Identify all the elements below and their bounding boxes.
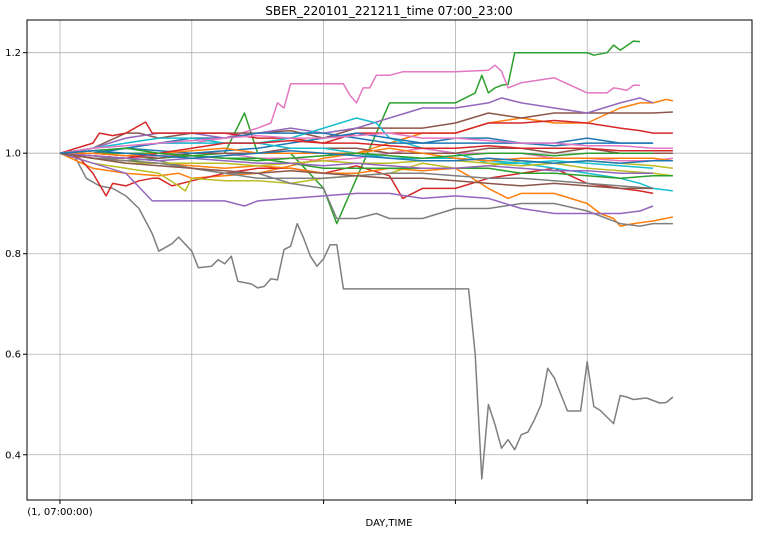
x-axis-label: DAY,TIME xyxy=(366,518,413,529)
series-line-11 xyxy=(59,152,673,227)
series-line-24 xyxy=(59,132,673,154)
grid xyxy=(27,20,752,500)
plot-frame xyxy=(26,19,753,501)
series-line-26 xyxy=(59,152,654,175)
series-line-27 xyxy=(59,152,654,190)
y-tick-label: 0.8 xyxy=(5,249,21,260)
y-tick-label: 1.0 xyxy=(5,149,21,160)
series-group xyxy=(59,40,674,480)
series-line-18 xyxy=(59,132,654,154)
chart-title: SBER_220101_221211_time 07:00_23:00 xyxy=(265,4,512,18)
x-tick-label: (1, 07:00:00) xyxy=(27,507,93,518)
y-axis: 0.4 0.6 0.8 1.0 1.2 xyxy=(5,48,27,461)
series-line-12 xyxy=(60,117,673,192)
series-line-8 xyxy=(59,119,673,154)
x-axis: (1, 07:00:00) xyxy=(27,500,588,518)
y-tick-label: 0.6 xyxy=(5,350,21,361)
y-tick-label: 1.2 xyxy=(5,48,21,59)
series-line-1 xyxy=(60,152,674,480)
series-line-25 xyxy=(59,147,654,162)
series-line-23 xyxy=(59,139,673,159)
series-line-15 xyxy=(59,152,654,215)
y-tick-label: 0.4 xyxy=(5,450,21,461)
series-line-28 xyxy=(59,149,673,164)
